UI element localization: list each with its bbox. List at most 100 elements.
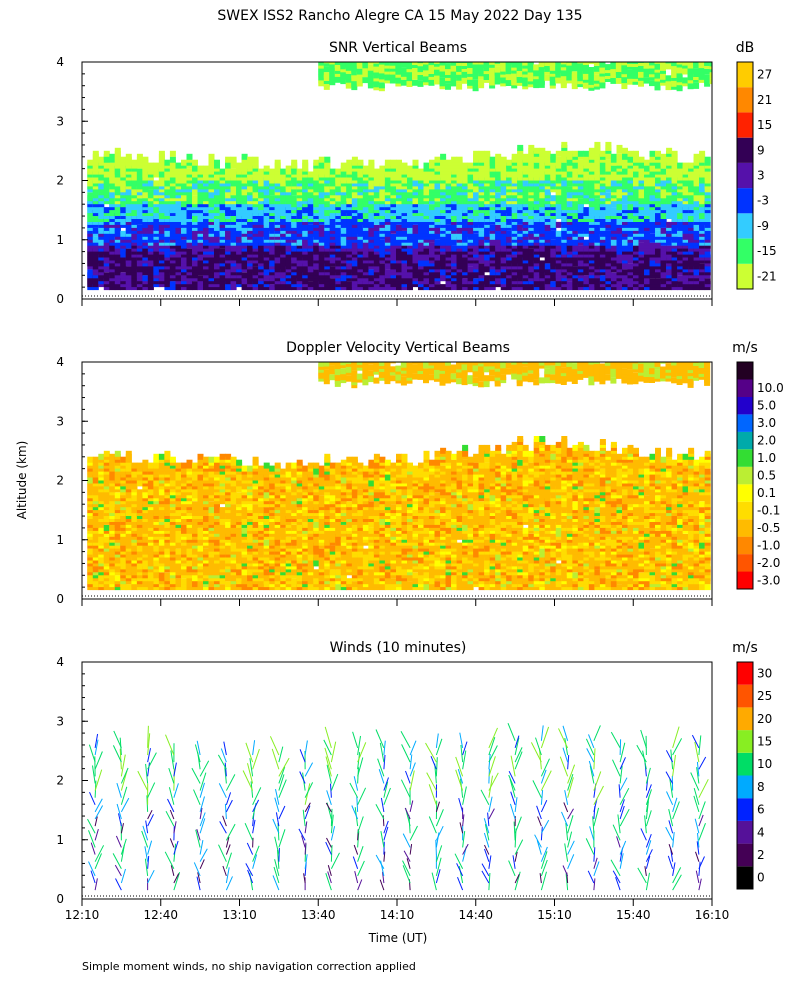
heatmap-cell <box>323 62 330 64</box>
heatmap-cell <box>346 281 353 288</box>
heatmap-cell <box>147 189 154 196</box>
heatmap-cell <box>136 198 143 205</box>
heatmap-cell <box>445 159 452 166</box>
heatmap-cell <box>395 62 402 66</box>
heatmap-cell <box>263 165 270 172</box>
heatmap-cell <box>451 156 458 163</box>
heatmap-cell <box>693 153 700 160</box>
heatmap-cell <box>627 254 634 261</box>
panel-title-snr: SNR Vertical Beams <box>329 40 467 56</box>
heatmap-cell <box>440 153 447 160</box>
heatmap-cell <box>439 65 446 72</box>
heatmap-cell <box>473 278 480 285</box>
heatmap-cell <box>445 224 452 231</box>
heatmap-cell <box>197 242 204 249</box>
heatmap-cell <box>400 79 407 86</box>
heatmap-cell <box>384 62 391 66</box>
heatmap-cell <box>252 266 259 273</box>
heatmap-cell <box>666 147 673 154</box>
heatmap-cell <box>511 171 518 178</box>
heatmap-cell <box>429 159 435 166</box>
y-axis-label: Altitude (km) <box>15 441 29 520</box>
heatmap-cell <box>429 242 435 249</box>
heatmap-cell <box>627 150 634 157</box>
heatmap-cell <box>384 159 391 166</box>
heatmap-cell <box>688 162 695 169</box>
heatmap-cell <box>461 62 468 66</box>
heatmap-cell <box>92 227 99 234</box>
heatmap-cell <box>368 180 375 187</box>
heatmap-cell <box>417 62 424 64</box>
heatmap-cell <box>357 159 364 166</box>
heatmap-cell <box>638 242 645 249</box>
heatmap-cell <box>362 218 369 225</box>
heatmap-cell <box>318 62 325 66</box>
heatmap-cell <box>340 62 347 64</box>
heatmap-cell <box>627 168 634 175</box>
heatmap-cell <box>417 62 424 67</box>
heatmap-cell <box>423 204 430 211</box>
heatmap-cell <box>622 239 628 246</box>
heatmap-cell <box>407 165 413 172</box>
heatmap-cell <box>473 150 480 157</box>
heatmap-cell <box>434 239 441 246</box>
heatmap-cell <box>704 251 711 258</box>
heatmap-cell <box>649 260 656 267</box>
heatmap-cell <box>467 266 474 273</box>
heatmap-cell <box>588 147 595 154</box>
heatmap-cell <box>555 221 562 228</box>
heatmap-cell <box>219 248 226 255</box>
heatmap-cell <box>539 260 546 267</box>
heatmap-cell <box>109 227 116 234</box>
heatmap-cell <box>555 156 562 163</box>
heatmap-cell <box>302 159 309 166</box>
heatmap-cell <box>329 278 336 285</box>
heatmap-cell <box>401 230 408 237</box>
heatmap-cell <box>539 192 546 199</box>
heatmap-cell <box>655 278 661 285</box>
heatmap-cell <box>500 156 507 163</box>
heatmap-cell <box>197 260 204 267</box>
heatmap-cell <box>125 153 132 160</box>
x-axis-label: Time (UT) <box>368 931 428 945</box>
heatmap-cell <box>550 281 557 288</box>
heatmap-cell <box>87 269 94 276</box>
heatmap-cell <box>434 62 440 67</box>
heatmap-cell <box>550 230 557 237</box>
heatmap-cell <box>566 150 573 157</box>
heatmap-cell <box>594 198 601 205</box>
heatmap-cell <box>622 269 628 276</box>
heatmap-cell <box>340 62 347 67</box>
heatmap-cell <box>644 159 650 166</box>
heatmap-cell <box>412 79 418 86</box>
heatmap-cell <box>98 207 105 214</box>
heatmap-cell <box>605 210 612 216</box>
heatmap-cell <box>467 62 474 63</box>
heatmap-cell <box>550 239 557 246</box>
heatmap-cell <box>627 263 634 270</box>
heatmap-cell <box>528 144 535 151</box>
heatmap-cell <box>660 227 667 234</box>
heatmap-cell <box>605 141 612 148</box>
heatmap-cell <box>561 242 568 249</box>
heatmap-cell <box>439 71 446 78</box>
heatmap-cell <box>478 150 485 157</box>
heatmap-cell <box>367 62 374 65</box>
heatmap-cell <box>610 153 617 160</box>
heatmap-cell <box>384 224 391 231</box>
heatmap-cell <box>522 153 529 160</box>
heatmap-cell <box>186 153 193 160</box>
heatmap-cell <box>296 239 303 246</box>
heatmap-cell <box>439 62 446 66</box>
heatmap-cell <box>384 269 391 276</box>
heatmap-cell <box>594 141 601 148</box>
heatmap-cell <box>400 67 407 74</box>
footnote: Simple moment winds, no ship navigation … <box>82 960 416 973</box>
heatmap-cell <box>610 207 617 214</box>
heatmap-cell <box>197 275 204 282</box>
heatmap-cell <box>583 239 590 246</box>
heatmap-cell <box>533 174 540 181</box>
heatmap-cell <box>677 213 684 219</box>
heatmap-cell <box>434 284 441 291</box>
